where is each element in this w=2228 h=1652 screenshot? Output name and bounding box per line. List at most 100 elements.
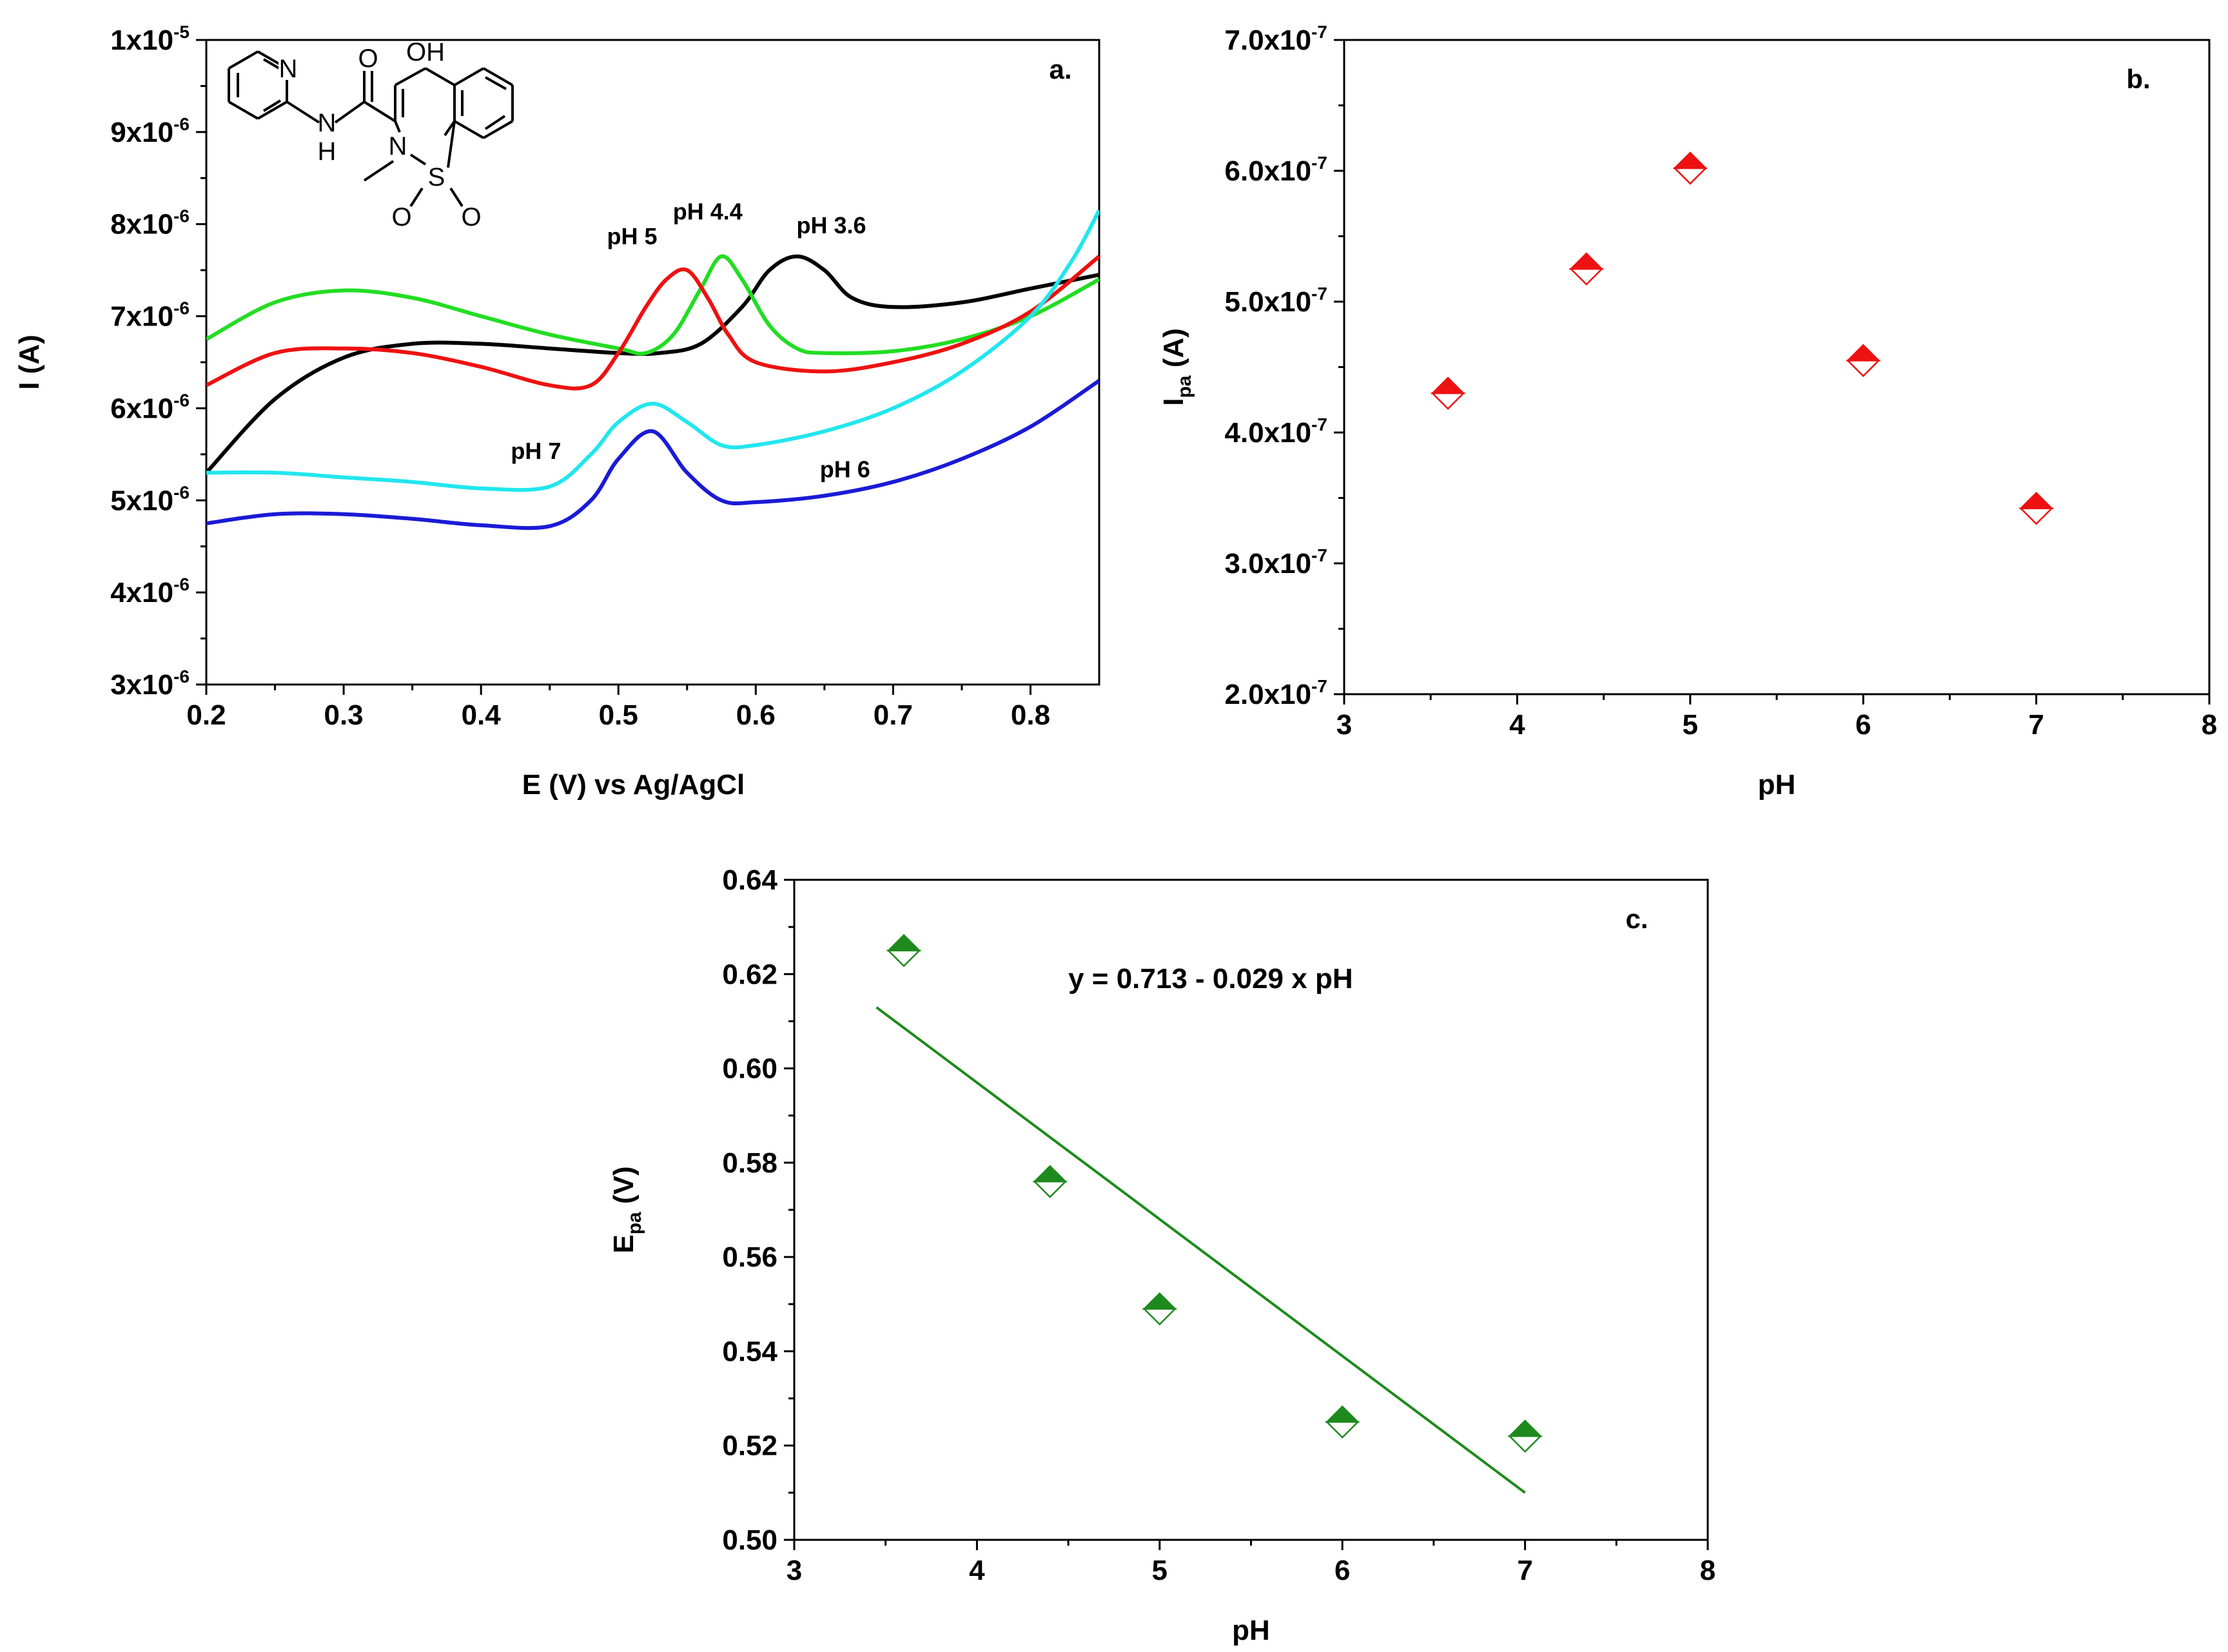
y-axis-title-b: Ipa (A) <box>1158 328 1195 406</box>
fit-line-c <box>875 1006 1526 1494</box>
atom-o-sulfonyl-2: O <box>461 203 481 231</box>
plot-frame-b <box>1343 39 2211 695</box>
bond <box>262 58 280 70</box>
x-tick-label-c: 5 <box>1152 1555 1168 1586</box>
x-tick-label-b: 5 <box>1683 709 1698 741</box>
bond <box>482 120 514 139</box>
data-point-b <box>1846 344 1881 378</box>
bond <box>409 153 427 166</box>
bond <box>484 115 506 130</box>
panel-a-cyclic-voltammogram: 1x10-5 9x10-6 8x10-6 7x10-6 6x10-6 5x10-6 4x10… <box>14 22 1100 801</box>
series-line-pH-4-4 <box>206 254 1099 356</box>
data-point-b <box>1672 151 1708 185</box>
x-tick-label-c: 4 <box>969 1555 985 1586</box>
data-point-c <box>886 933 922 967</box>
y-tick-label-c: 0.60 <box>722 1053 777 1085</box>
atom-oh: OH <box>406 38 445 66</box>
data-point-b <box>1431 376 1466 410</box>
bond <box>363 101 396 122</box>
data-point-b <box>1568 252 1604 286</box>
y-tick-label-a: 4x10-6 <box>110 574 190 608</box>
data-point-c <box>1142 1292 1177 1326</box>
y-tick-label-a: 8x10-6 <box>110 206 190 240</box>
panel-c-peak-potential-vs-ph: 0.64 0.62 0.60 0.58 0.56 0.54 0.52 0.50 3 4 5 6 7 8 pH… <box>608 864 1715 1646</box>
bond <box>447 121 456 168</box>
x-tick-label-a: 0.4 <box>462 699 502 731</box>
x-tick-label-b: 4 <box>1509 709 1525 741</box>
atom-n-ring: N <box>389 132 407 160</box>
bond <box>449 187 464 208</box>
y-axis-title-c: Epa (V) <box>608 1166 645 1253</box>
plot-frame-a <box>205 39 1100 686</box>
bond <box>228 101 259 120</box>
series-line-pH-7 <box>206 209 1099 492</box>
y-tick-label-a: 7x10-6 <box>110 298 190 333</box>
series-label-pH-5: pH 5 <box>607 223 658 249</box>
x-axis-title-b: pH <box>1758 769 1796 801</box>
bond <box>424 67 456 86</box>
bond <box>409 187 424 208</box>
bond <box>228 50 259 70</box>
y-tick-label-c: 0.52 <box>722 1430 777 1462</box>
panel-label-c: c. <box>1625 904 1648 934</box>
bond <box>262 99 282 112</box>
atom-n-pyridine: N <box>279 55 298 83</box>
x-axis-title-c: pH <box>1232 1615 1270 1646</box>
atom-n-amide: N <box>318 109 337 137</box>
y-tick-label-a: 5x10-6 <box>110 482 190 516</box>
bond <box>286 101 320 124</box>
x-tick-label-b: 7 <box>2028 709 2044 741</box>
bond <box>485 76 507 90</box>
bond <box>334 101 366 124</box>
y-tick-label-c: 0.58 <box>722 1147 777 1179</box>
series-label-pH-4-4: pH 4.4 <box>673 199 743 225</box>
fit-equation-c: y = 0.713 - 0.029 x pH <box>1068 963 1353 995</box>
y-tick-label-c: 0.56 <box>722 1241 777 1273</box>
curves-a <box>206 209 1099 530</box>
panel-label-a: a. <box>1049 54 1071 84</box>
x-tick-label-c: 8 <box>1700 1555 1715 1586</box>
series-label-pH-7: pH 7 <box>511 438 561 464</box>
data-point-b <box>2018 491 2054 525</box>
y-tick-label-b: 4.0x10-7 <box>1225 414 1327 449</box>
bond <box>395 67 426 86</box>
y-tick-label-c: 0.62 <box>722 958 777 990</box>
y-tick-label-c: 0.54 <box>722 1336 777 1367</box>
y-tick-label-c: 0.50 <box>722 1524 777 1556</box>
x-tick-label-a: 0.8 <box>1011 699 1050 731</box>
x-tick-label-b: 6 <box>1855 709 1871 741</box>
atom-o-carbonyl: O <box>358 44 378 73</box>
x-tick-label-b: 3 <box>1336 709 1352 741</box>
panel-b-peak-current-vs-ph: 7.0x10-7 6.0x10-7 5.0x10-7 4.0x10-7 3.0x10-7… <box>1158 22 2217 801</box>
series-label-pH-3-6: pH 3.6 <box>796 212 866 238</box>
panel-label-b: b. <box>2126 64 2150 94</box>
x-tick-label-c: 6 <box>1334 1555 1350 1586</box>
series-line-pH-5 <box>206 255 1099 391</box>
y-tick-label-b: 6.0x10-7 <box>1225 153 1327 187</box>
y-tick-label-b: 3.0x10-7 <box>1225 545 1327 579</box>
y-tick-label-a: 1x10-5 <box>110 22 190 56</box>
y-tick-label-c: 0.64 <box>722 864 777 896</box>
x-axis-title-a: E (V) vs Ag/AgCl <box>522 769 745 801</box>
x-tick-label-a: 0.2 <box>186 699 226 731</box>
x-tick-label-c: 3 <box>787 1555 802 1586</box>
atom-h-amide: H <box>318 137 337 166</box>
bond <box>363 160 395 182</box>
atom-o-sulfonyl-1: O <box>391 203 411 231</box>
x-tick-label-a: 0.5 <box>599 699 638 731</box>
series-label-pH-6: pH 6 <box>820 456 870 483</box>
x-tick-label-c: 7 <box>1517 1555 1532 1586</box>
y-tick-label-b: 7.0x10-7 <box>1225 22 1327 56</box>
data-point-c <box>1507 1419 1543 1453</box>
series-line-pH-6 <box>206 379 1099 530</box>
x-tick-label-b: 8 <box>2202 709 2217 741</box>
y-tick-label-b: 5.0x10-7 <box>1225 284 1327 318</box>
y-tick-label-a: 9x10-6 <box>110 114 190 148</box>
bond <box>453 67 485 86</box>
bond <box>482 67 514 86</box>
x-tick-label-a: 0.3 <box>324 699 363 731</box>
y-axis-title-a: I (A) <box>14 335 45 390</box>
bond <box>257 101 288 120</box>
